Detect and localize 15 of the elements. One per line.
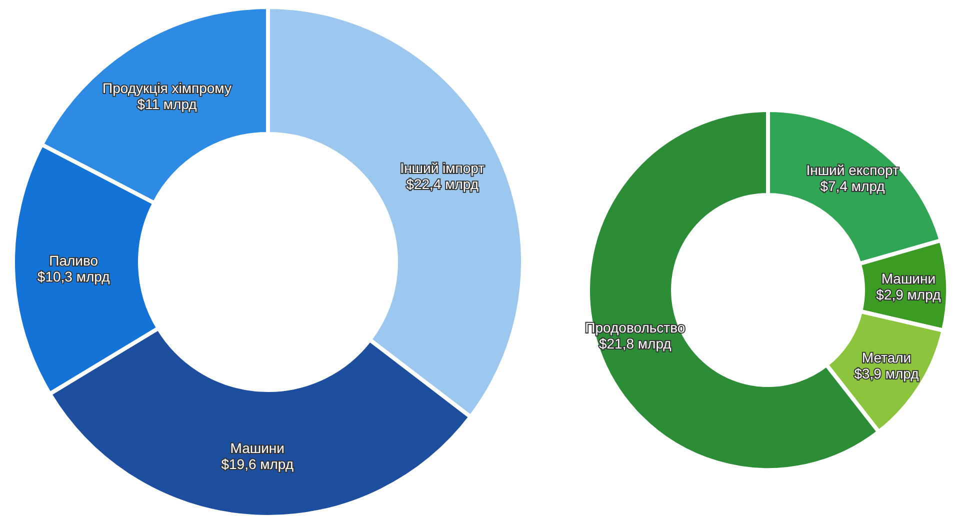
data-label: $22,4 млрд <box>406 176 479 192</box>
slice-label: Інший експорт <box>806 162 900 178</box>
slice-label: Паливо <box>49 252 98 268</box>
data-label: $7,4 млрд <box>820 178 885 194</box>
data-label: $3,9 млрд <box>854 365 919 382</box>
slice-label: Машини <box>230 440 284 456</box>
slice-label: Машини <box>881 270 936 286</box>
slice-label: Продукція хімпрому <box>102 80 232 96</box>
data-label: $21,8 млрд <box>598 336 672 352</box>
slice-label: Метали <box>862 349 912 366</box>
data-label: $2,9 млрд <box>876 286 941 302</box>
data-label: $19,6 млрд <box>221 456 294 472</box>
data-label: $10,3 млрд <box>37 268 110 284</box>
slice-label: Інший імпорт <box>400 160 486 176</box>
data-label: $11 млрд <box>137 96 197 112</box>
